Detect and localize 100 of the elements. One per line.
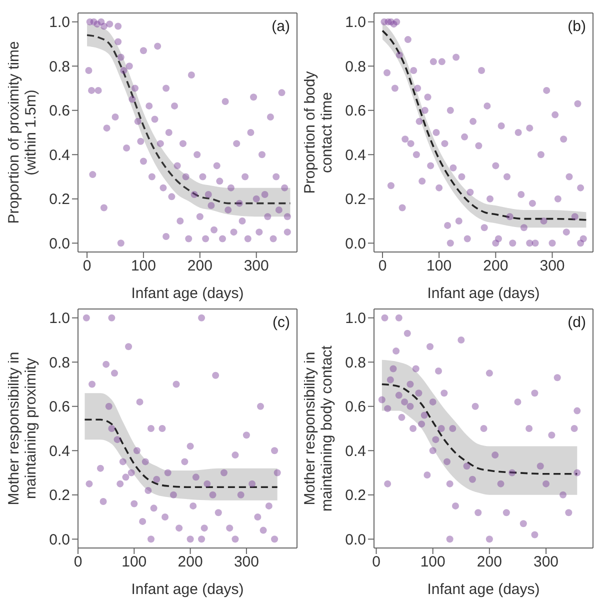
point — [158, 425, 166, 432]
point — [100, 498, 107, 506]
point — [446, 536, 454, 543]
point — [260, 526, 267, 534]
point — [381, 314, 388, 322]
x-tick-label: 0 — [74, 554, 82, 571]
point — [542, 480, 550, 488]
y-tick-label: 0.0 — [49, 531, 70, 548]
y-tick-label: 0.4 — [49, 146, 70, 164]
annotation: (b) — [568, 18, 586, 35]
point — [420, 412, 428, 419]
point — [114, 436, 121, 444]
point — [486, 536, 493, 543]
y-tick-label: 0.8 — [345, 354, 366, 372]
point — [212, 372, 220, 379]
point — [136, 398, 144, 406]
point — [468, 476, 476, 483]
point — [386, 376, 394, 384]
x-tick-label: 300 — [534, 554, 559, 571]
point — [232, 536, 239, 543]
point — [226, 524, 234, 532]
point — [415, 390, 422, 397]
point — [565, 509, 572, 516]
y-tick-label: 0.4 — [49, 442, 70, 460]
x-tick-label: 0 — [378, 258, 387, 275]
point — [130, 500, 138, 508]
point — [186, 442, 194, 450]
point — [111, 370, 118, 377]
y-tick-label: 0.6 — [49, 398, 70, 416]
point — [554, 374, 561, 382]
point — [412, 365, 420, 372]
point — [257, 402, 264, 410]
x-axis-title: Infant age (days) — [427, 285, 540, 302]
y-tick-label: 0.6 — [345, 102, 366, 120]
point — [148, 536, 154, 543]
point — [162, 514, 169, 521]
x-tick-label: 100 — [426, 258, 452, 275]
y-tick-label: 1.0 — [49, 310, 70, 328]
point — [209, 491, 216, 498]
point — [181, 458, 188, 466]
point — [392, 348, 400, 355]
point — [192, 474, 200, 481]
point — [492, 452, 499, 459]
point — [144, 486, 152, 494]
point — [429, 447, 436, 454]
point — [133, 447, 140, 454]
x-tick-label: 300 — [540, 258, 565, 275]
point — [429, 398, 436, 406]
point — [480, 425, 488, 432]
y-tick-label: 0.8 — [49, 354, 70, 372]
point — [176, 524, 183, 532]
point — [220, 469, 228, 476]
point — [406, 402, 414, 410]
point — [190, 502, 197, 510]
point — [172, 380, 180, 388]
point — [153, 476, 160, 483]
x-axis-title: Infant age (days) — [131, 581, 244, 598]
line-series — [84, 418, 278, 488]
point — [497, 480, 504, 488]
point — [248, 480, 256, 488]
point — [574, 407, 581, 414]
y-tick-label: 0.2 — [345, 487, 366, 504]
point — [148, 425, 154, 432]
point — [237, 491, 244, 498]
point — [198, 536, 206, 543]
y-tick-label: 0.0 — [345, 531, 366, 548]
point — [560, 491, 567, 498]
point — [520, 520, 527, 528]
point — [404, 330, 411, 337]
x-tick-label: 100 — [420, 554, 446, 571]
point — [502, 509, 510, 516]
point — [526, 425, 533, 432]
point — [96, 464, 104, 472]
point — [435, 367, 442, 374]
point — [458, 336, 465, 344]
point — [426, 343, 434, 350]
y-tick-label: 0.4 — [345, 442, 366, 460]
point — [508, 469, 516, 476]
y-tick-label: 0.8 — [345, 58, 366, 76]
point — [444, 458, 450, 466]
point — [204, 480, 211, 488]
annotation: (c) — [272, 314, 290, 331]
point — [150, 504, 158, 512]
point — [116, 480, 124, 488]
point — [424, 471, 431, 478]
point — [410, 425, 417, 432]
y-tick-label: 0.2 — [49, 191, 70, 208]
point — [514, 398, 522, 406]
point — [401, 398, 408, 406]
point — [395, 314, 402, 322]
y-tick-label: 0.0 — [49, 235, 70, 252]
point — [384, 405, 392, 412]
x-tick-label: 200 — [187, 258, 212, 275]
x-tick-label: 100 — [122, 554, 147, 571]
x-tick-label: 300 — [234, 554, 259, 571]
annotation: (a) — [272, 18, 290, 35]
point — [125, 343, 132, 350]
point — [119, 458, 126, 466]
point — [378, 396, 386, 404]
point — [254, 514, 262, 521]
